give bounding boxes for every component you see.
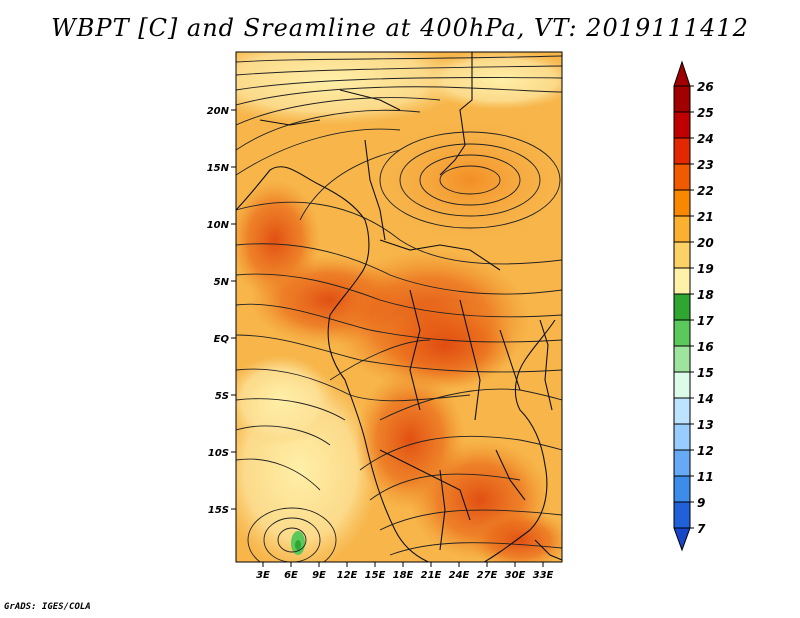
- colorbar-label: 11: [697, 470, 714, 484]
- colorbar-segment: [673, 241, 691, 269]
- colorbar-segment: [673, 293, 691, 321]
- lon-tick-label: 18E: [393, 570, 414, 581]
- lon-tick-label: 30E: [505, 570, 526, 581]
- colorbar: 26 25 24 23 22 21 20 19 18 17 16 15 14 13 12 11 9 7: [673, 60, 714, 552]
- colorbar-segment: [673, 319, 691, 347]
- lat-tick-label: 5S: [215, 391, 229, 402]
- colorbar-label: 21: [697, 210, 714, 224]
- colorbar-bottom-arrow: [673, 527, 691, 552]
- map-frame: [235, 51, 563, 563]
- colorbar-label: 9: [697, 496, 705, 510]
- colorbar-segment: [673, 137, 691, 165]
- lon-tick-label: 21E: [421, 570, 442, 581]
- colorbar-label: 22: [697, 184, 714, 198]
- colorbar-segment: [673, 449, 691, 477]
- lon-tick-label: 6E: [284, 570, 298, 581]
- colorbar-label: 24: [697, 132, 714, 146]
- colorbar-label: 12: [697, 444, 714, 458]
- colorbar-segment: [673, 215, 691, 243]
- colorbar-segment: [673, 371, 691, 399]
- lat-tick-label: 10S: [208, 448, 229, 459]
- lon-axis: 3E 6E 9E 12E 15E 18E 21E 24E 27E 30E 33E: [256, 562, 554, 581]
- colorbar-segment: [673, 111, 691, 139]
- map-panel: [236, 52, 562, 562]
- colorbar-segment: [673, 501, 691, 529]
- colorbar-label: 19: [697, 262, 714, 276]
- lat-tick-label: EQ: [214, 334, 230, 345]
- colorbar-label: 16: [697, 340, 714, 354]
- colorbar-label: 7: [697, 522, 706, 536]
- colorbar-label: 18: [697, 288, 714, 302]
- lon-tick-label: 9E: [312, 570, 326, 581]
- colorbar-segment: [673, 397, 691, 425]
- colorbar-label: 23: [697, 158, 714, 172]
- colorbar-segment: [673, 345, 691, 373]
- lon-tick-label: 27E: [477, 570, 498, 581]
- lat-tick-label: 15N: [207, 163, 230, 174]
- colorbar-segment: [673, 163, 691, 191]
- colorbar-segment: [673, 85, 691, 113]
- colorbar-segment: [673, 475, 691, 503]
- colorbar-label: 13: [697, 418, 714, 432]
- lat-axis: 20N 15N 10N 5N EQ 5S 10S 15S: [207, 106, 236, 516]
- colorbar-label: 25: [697, 106, 714, 120]
- lon-tick-label: 3E: [256, 570, 270, 581]
- colorbar-top-arrow: [673, 60, 691, 87]
- lat-tick-label: 20N: [207, 106, 230, 117]
- chart-title: WBPT [C] and Sreamline at 400hPa, VT: 20…: [51, 14, 749, 42]
- colorbar-segment: [673, 423, 691, 451]
- colorbar-segment: [673, 189, 691, 217]
- streamlines: [236, 55, 562, 562]
- lon-tick-label: 24E: [449, 570, 470, 581]
- lon-tick-label: 15E: [365, 570, 386, 581]
- colorbar-segment: [673, 267, 691, 295]
- lon-tick-label: 33E: [533, 570, 554, 581]
- colorbar-label: 26: [697, 80, 714, 94]
- lat-tick-label: 10N: [207, 220, 230, 231]
- country-borders: [236, 52, 562, 562]
- colorbar-label: 17: [697, 314, 714, 328]
- lon-tick-label: 12E: [337, 570, 358, 581]
- lat-tick-label: 15S: [208, 505, 229, 516]
- footer-credit: GrADS: IGES/COLA: [4, 602, 91, 612]
- colorbar-label: 14: [697, 392, 714, 406]
- colorbar-label: 20: [697, 236, 714, 250]
- colorbar-label: 15: [697, 366, 714, 380]
- lat-tick-label: 5N: [214, 277, 230, 288]
